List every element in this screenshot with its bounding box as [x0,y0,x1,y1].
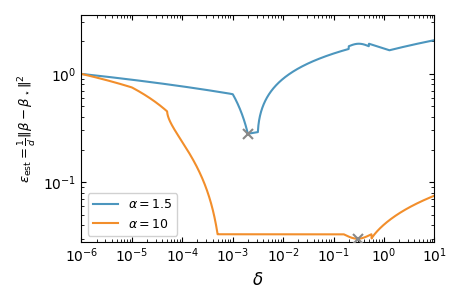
$\alpha = 1.5$ [422,40,427,44]
$\alpha = 1.5$ [250,131,256,135]
X-axis label: $\delta$: $\delta$ [252,271,264,289]
$\alpha = 10$ [422,198,427,202]
$\alpha = 10$ [79,72,84,76]
$\alpha = 10$ [241,233,247,236]
$\alpha = 1.5$ [357,42,362,46]
$\alpha = 1.5$ [97,74,102,78]
$\alpha = 10$ [250,233,256,236]
$\alpha = 10$ [357,237,362,240]
Line: $\alpha = 10$: $\alpha = 10$ [81,74,434,239]
Y-axis label: $\varepsilon_{\mathrm{est}} = \frac{1}{d}\|\beta - \beta_\star\|^2$: $\varepsilon_{\mathrm{est}} = \frac{1}{d… [15,74,38,183]
$\alpha = 1.5$ [421,40,427,44]
$\alpha = 10$ [355,237,360,240]
Line: $\alpha = 1.5$: $\alpha = 1.5$ [81,40,434,134]
$\alpha = 1.5$ [432,38,437,42]
Legend: $\alpha = 1.5$, $\alpha = 10$: $\alpha = 1.5$, $\alpha = 10$ [88,193,177,236]
$\alpha = 1.5$ [79,72,84,76]
$\alpha = 10$ [432,194,437,198]
$\alpha = 10$ [421,198,427,202]
$\alpha = 10$ [97,77,102,80]
$\alpha = 1.5$ [245,132,251,136]
$\alpha = 1.5$ [241,117,247,121]
